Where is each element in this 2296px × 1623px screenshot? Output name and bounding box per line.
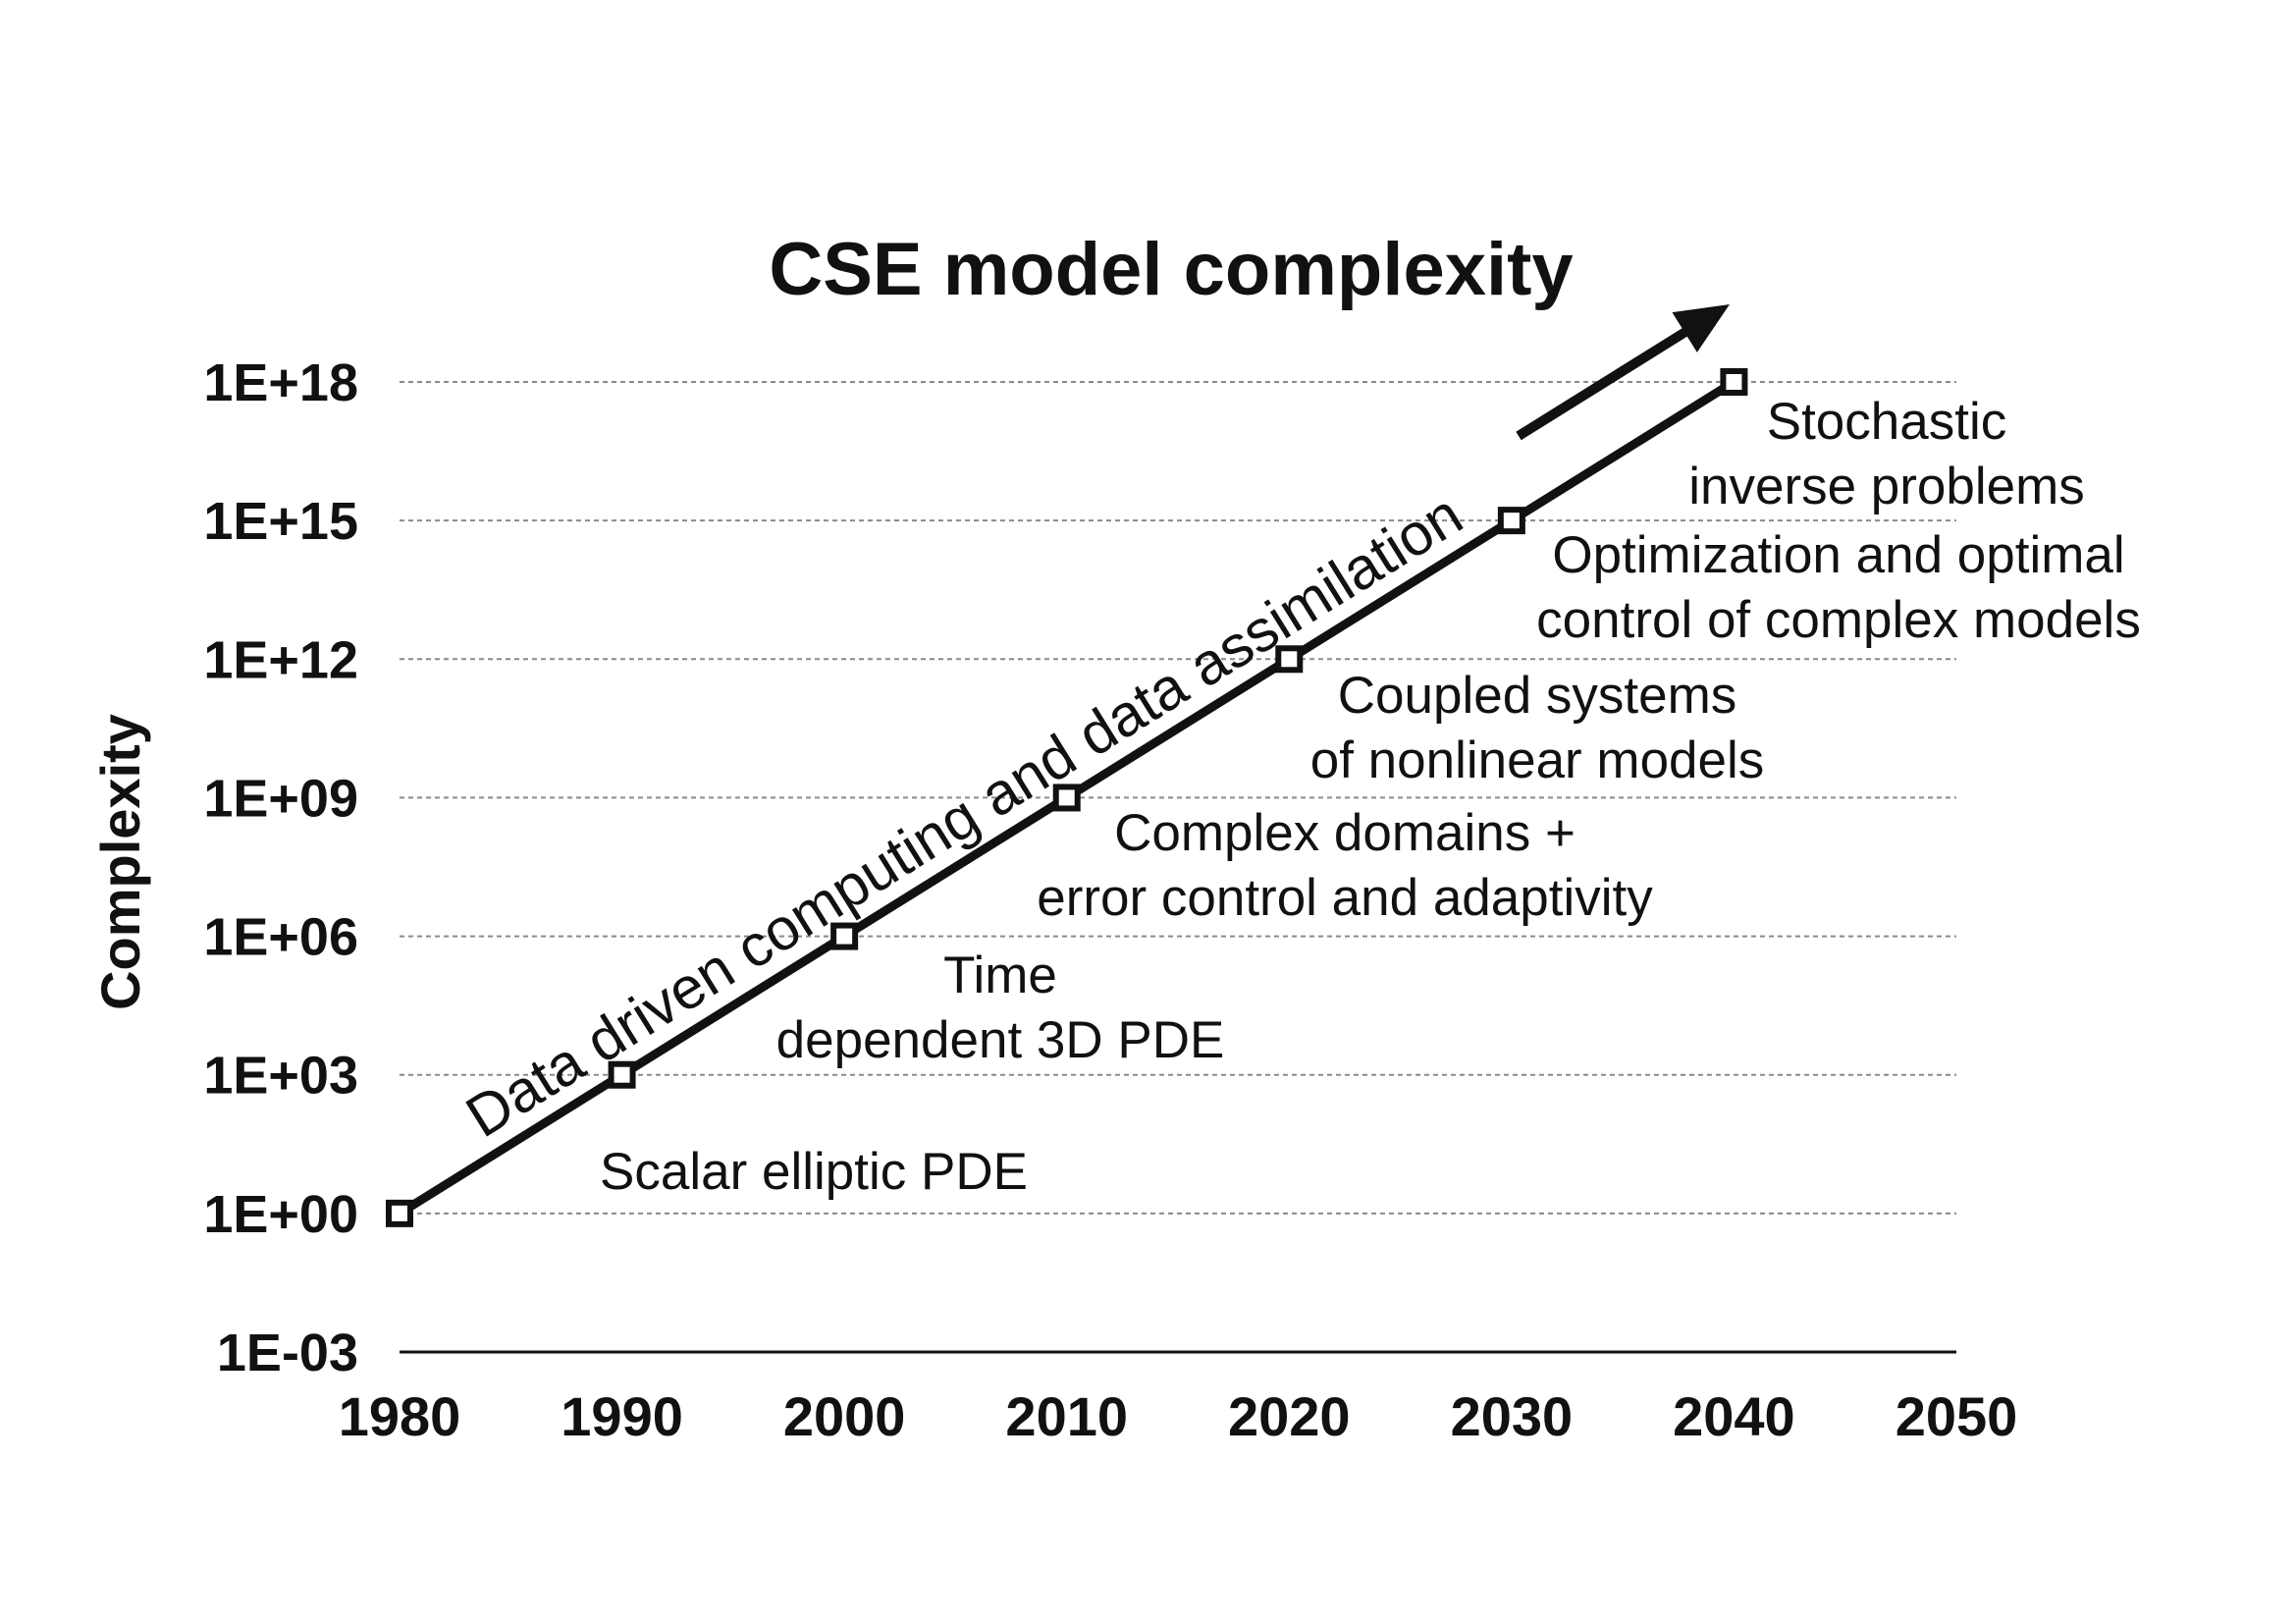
series bbox=[386, 368, 1748, 1227]
annotation-line: Optimization and optimal bbox=[1552, 526, 2124, 584]
x-tick-labels: 1980 1990 2000 2010 2020 2030 2040 2050 bbox=[339, 1385, 2018, 1447]
annotation-line: inverse problems bbox=[1688, 458, 2085, 515]
annotation-line: Complex domains + bbox=[1114, 804, 1575, 862]
gridlines bbox=[400, 381, 1956, 1215]
annotation-line: Coupled systems bbox=[1338, 667, 1737, 725]
x-tick-label: 2030 bbox=[1451, 1385, 1574, 1447]
annotation-line: Scalar elliptic PDE bbox=[600, 1143, 1028, 1201]
y-tick-label: 1E+00 bbox=[203, 1185, 358, 1244]
x-tick-label: 2040 bbox=[1673, 1385, 1795, 1447]
annotation-scalar-elliptic-pde: Scalar elliptic PDE bbox=[600, 1143, 1028, 1201]
annotation-line: control of complex models bbox=[1536, 591, 2141, 649]
annotation-line: of nonlinear models bbox=[1310, 731, 1765, 789]
data-point-1980 bbox=[386, 1199, 413, 1227]
y-tick-label: 1E+06 bbox=[203, 908, 358, 967]
x-tick-label: 2050 bbox=[1896, 1385, 2018, 1447]
data-point-2000 bbox=[830, 922, 859, 950]
annotations: Scalar elliptic PDE Time dependent 3D PDE C… bbox=[600, 393, 2141, 1201]
trend-arrow-head bbox=[1672, 304, 1730, 352]
x-tick-label: 1980 bbox=[339, 1385, 461, 1447]
annotation-line: dependent 3D PDE bbox=[776, 1011, 1225, 1069]
y-tick-label: 1E+03 bbox=[203, 1047, 358, 1106]
y-tick-label: 1E-03 bbox=[217, 1324, 358, 1382]
chart-title: CSE model complexity bbox=[769, 228, 1573, 311]
y-tick-label: 1E+09 bbox=[203, 769, 358, 828]
annotation-stochastic: Stochastic inverse problems bbox=[1688, 393, 2085, 515]
x-tick-label: 1990 bbox=[561, 1385, 683, 1447]
annotation-time-dependent-3d-pde: Time dependent 3D PDE bbox=[776, 947, 1225, 1069]
y-tick-label: 1E+15 bbox=[203, 492, 358, 551]
annotation-complex-domains: Complex domains + error control and adapt… bbox=[1037, 804, 1653, 927]
y-axis-label: Complexity bbox=[89, 714, 151, 1010]
trend-arrow-shaft bbox=[1516, 326, 1691, 441]
x-tick-label: 2020 bbox=[1228, 1385, 1351, 1447]
data-point-2040 bbox=[1720, 368, 1748, 396]
annotation-optimization: Optimization and optimal control of compl… bbox=[1536, 526, 2141, 649]
x-tick-label: 2000 bbox=[783, 1385, 906, 1447]
annotation-line: error control and adaptivity bbox=[1037, 869, 1653, 927]
data-point-1990 bbox=[608, 1060, 636, 1089]
data-point-2030 bbox=[1497, 507, 1525, 535]
annotation-line: Stochastic bbox=[1767, 393, 2007, 451]
annotation-line: Time bbox=[943, 947, 1057, 1004]
data-point-2020 bbox=[1275, 645, 1304, 674]
y-tick-labels: 1E-03 1E+00 1E+03 1E+06 1E+09 1E+12 1E+15 1E+18 bbox=[203, 353, 358, 1382]
y-tick-label: 1E+18 bbox=[203, 353, 358, 412]
x-tick-label: 2010 bbox=[1005, 1385, 1128, 1447]
annotation-coupled-systems: Coupled systems of nonlinear models bbox=[1310, 667, 1765, 789]
data-point-2010 bbox=[1052, 784, 1081, 812]
y-tick-label: 1E+12 bbox=[203, 630, 358, 689]
